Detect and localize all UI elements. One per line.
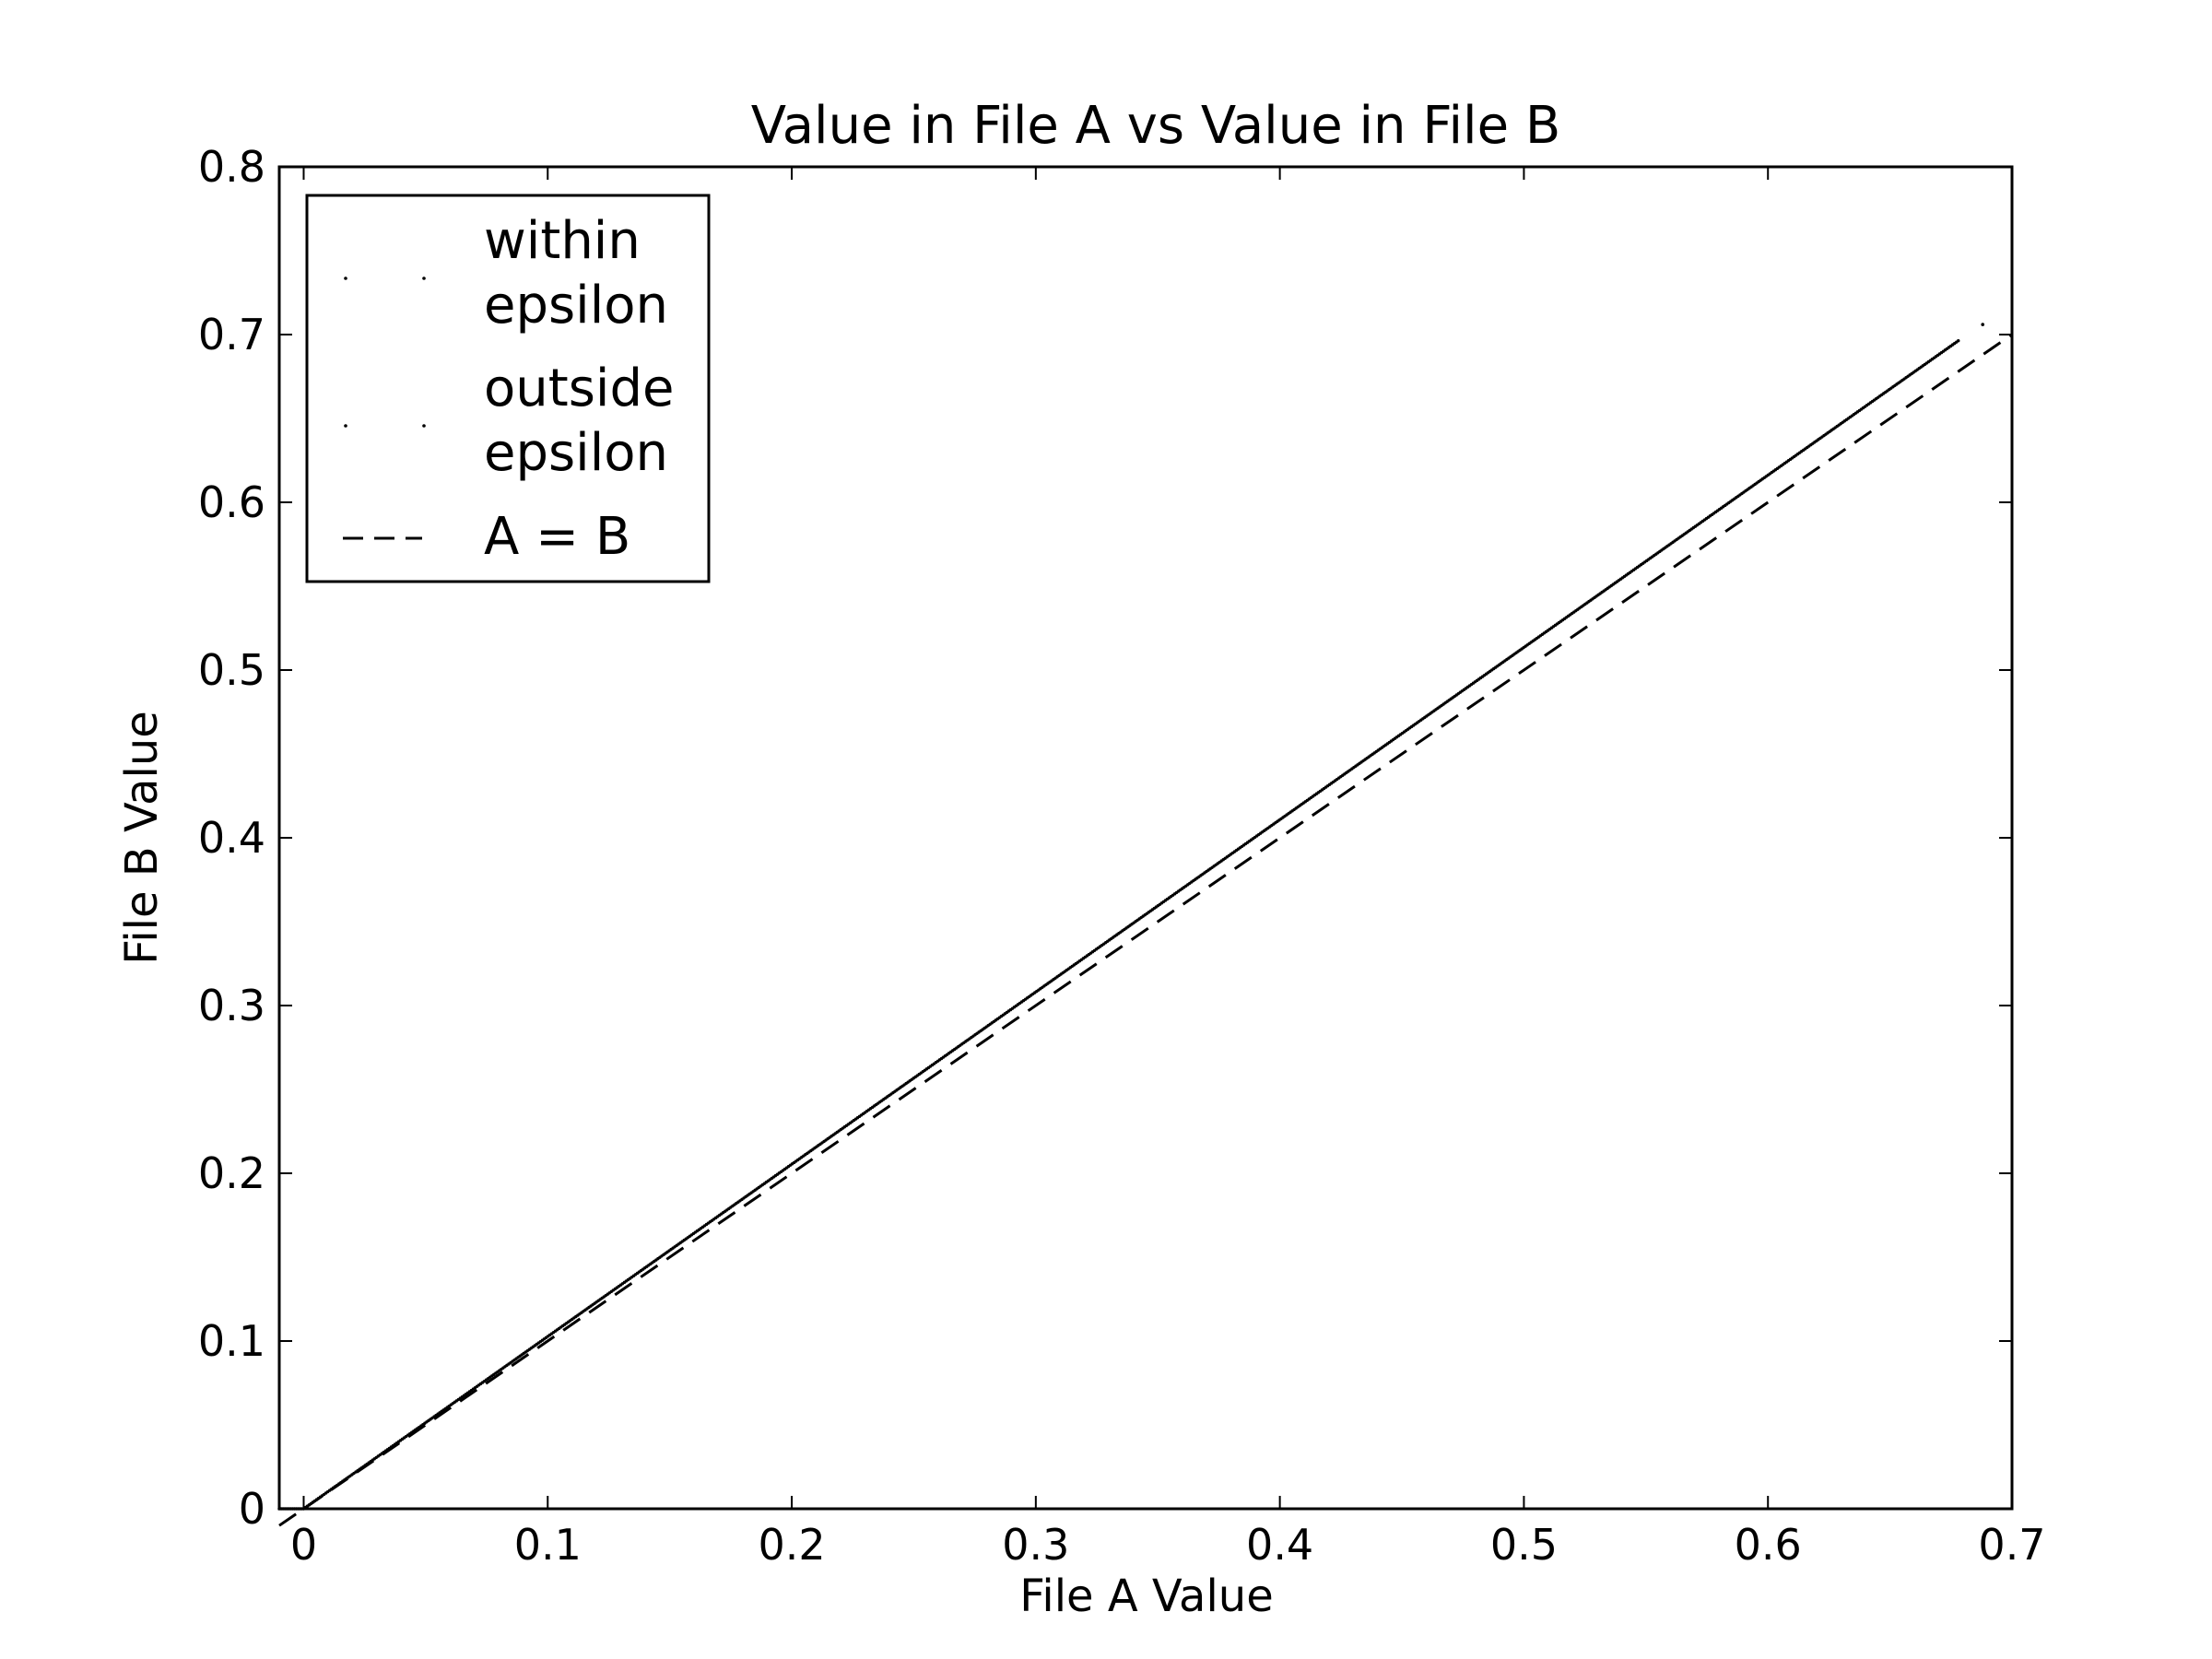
legend-label: epsilon [484,423,668,483]
x-tick-label: 0.1 [514,1520,582,1570]
within-epsilon-point [1957,339,1960,343]
y-tick-label: 0 [239,1484,265,1534]
legend-label: epsilon [484,276,668,335]
y-tick-label: 0.2 [198,1148,265,1198]
x-tick-label: 0 [290,1520,317,1570]
plot-marks [277,323,2013,1527]
y-axis-label: File B Value [116,711,168,965]
y-tick-label: 0.6 [198,477,265,527]
y-tick-label: 0.1 [198,1316,265,1366]
legend-marker-0 [344,276,347,280]
legend-marker-1 [344,424,347,428]
legend-label: A = B [484,507,630,567]
y-tick-label: 0.5 [198,645,265,695]
x-axis-ticks: 0 0.1 0.2 0.3 0.4 0.5 0.6 0.7 [290,167,2046,1570]
x-tick-label: 0.6 [1735,1520,1802,1570]
legend-frame [305,194,711,583]
y-tick-label: 0.3 [198,981,265,1030]
y-tick-label: 0.4 [198,813,265,863]
x-tick-label: 0.2 [758,1520,825,1570]
chart-title: Value in File A vs Value in File B [751,96,1561,156]
y-axis-ticks: 0 0.1 0.2 0.3 0.4 0.5 0.6 0.7 0.8 [198,142,2012,1534]
x-tick-label: 0.7 [1978,1520,2045,1570]
x-tick-label: 0.3 [1002,1520,1069,1570]
outside-epsilon-point [1981,323,1985,326]
legend-marker-1 [422,424,426,428]
y-tick-label: 0.8 [198,142,265,192]
x-tick-label: 0.5 [1490,1520,1558,1570]
y-tick-label: 0.7 [198,310,265,359]
legend-label: outside [484,359,674,418]
legend-marker-0 [422,276,426,280]
x-tick-label: 0.4 [1246,1520,1313,1570]
x-axis-label: File A Value [1019,1571,1273,1622]
series-line-a-equals-b [278,333,2013,1527]
legend-label: within [484,211,641,271]
